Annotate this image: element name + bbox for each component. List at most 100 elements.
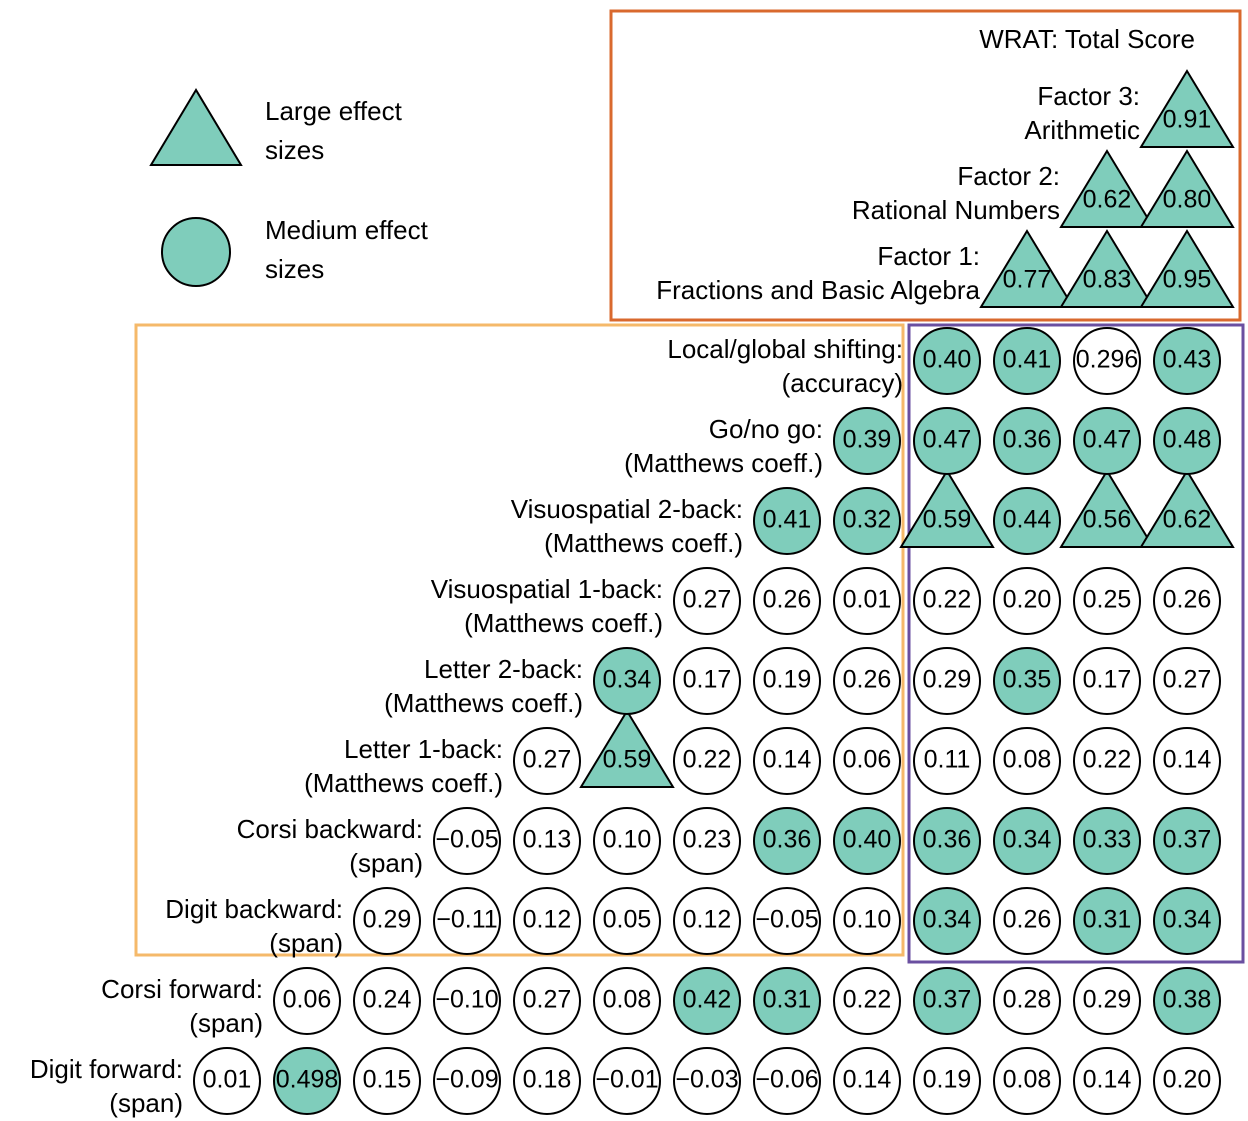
cell-value: 0.77 <box>1003 266 1052 294</box>
cell-value: 0.06 <box>843 746 892 774</box>
medium-effect-circle <box>1153 887 1221 955</box>
cell-value: 0.29 <box>363 906 412 934</box>
cell-circle <box>593 887 661 955</box>
cell-value: 0.12 <box>683 906 732 934</box>
medium-effect-circle <box>673 967 741 1035</box>
executive-box <box>134 323 905 957</box>
cell-value: 0.33 <box>1083 826 1132 854</box>
medium-effect-circle <box>1073 887 1141 955</box>
cell-circle <box>673 727 741 795</box>
cell-value: 0.34 <box>923 906 972 934</box>
cell-value: 0.19 <box>923 1066 972 1094</box>
cell-value: 0.14 <box>763 746 812 774</box>
legend-text: sizes <box>265 254 324 284</box>
cell-circle <box>833 1047 901 1115</box>
row-label: Digit backward: <box>165 894 343 924</box>
cell-circle <box>673 887 741 955</box>
cell-value: 0.17 <box>1083 666 1132 694</box>
cell-circle <box>673 567 741 635</box>
cell-value: 0.95 <box>1163 266 1212 294</box>
cell-circle <box>1073 967 1141 1035</box>
cell-value: 0.13 <box>523 826 572 854</box>
cell-circle <box>1153 1047 1221 1115</box>
large-effect-triangle <box>1139 229 1235 308</box>
cell-circle <box>753 727 821 795</box>
row-label: Arithmetic <box>1024 115 1140 145</box>
cell-value: 0.22 <box>683 746 732 774</box>
cell-circle <box>353 887 421 955</box>
cell-value: −0.01 <box>595 1066 658 1094</box>
legend-text: sizes <box>265 135 324 165</box>
cell-value: 0.27 <box>523 746 572 774</box>
cell-value: 0.56 <box>1083 506 1132 534</box>
medium-effect-circle <box>913 967 981 1035</box>
cell-value: 0.26 <box>1003 906 1052 934</box>
cell-circle <box>993 887 1061 955</box>
cell-value: 0.27 <box>523 986 572 1014</box>
large-effect-triangle <box>579 709 675 788</box>
cell-circle <box>433 967 501 1035</box>
cell-value: 0.12 <box>523 906 572 934</box>
cell-value: 0.36 <box>923 826 972 854</box>
row-label: Factor 2: <box>957 161 1060 191</box>
cell-value: −0.10 <box>435 986 498 1014</box>
math-box <box>609 9 1242 322</box>
large-effect-triangle <box>899 469 995 548</box>
cell-circle <box>1153 567 1221 635</box>
row-label: Factor 3: <box>1037 81 1140 111</box>
cell-circle <box>353 967 421 1035</box>
row-label: (Matthews coeff.) <box>384 688 583 718</box>
cell-circle <box>593 807 661 875</box>
cell-circle <box>1073 567 1141 635</box>
cell-value: 0.01 <box>843 586 892 614</box>
medium-effect-circle <box>833 487 901 555</box>
cell-value: 0.62 <box>1163 506 1212 534</box>
row-label: Letter 2-back: <box>424 654 583 684</box>
medium-effect-circle <box>993 407 1061 475</box>
row-label: Factor 1: <box>877 241 980 271</box>
cell-value: 0.25 <box>1083 586 1132 614</box>
large-effect-triangle <box>1059 149 1155 228</box>
cell-value: 0.15 <box>363 1066 412 1094</box>
cell-value: 0.19 <box>763 666 812 694</box>
medium-effect-circle <box>753 967 821 1035</box>
cell-value: 0.43 <box>1163 346 1212 374</box>
cell-value: 0.11 <box>924 746 971 774</box>
cell-value: 0.83 <box>1083 266 1132 294</box>
cell-value: 0.48 <box>1163 426 1212 454</box>
medium-effect-circle <box>833 407 901 475</box>
cell-circle <box>673 1047 741 1115</box>
cell-value: 0.38 <box>1163 986 1212 1014</box>
cell-value: 0.26 <box>763 586 812 614</box>
cell-value: 0.40 <box>843 826 892 854</box>
cell-value: 0.36 <box>1003 426 1052 454</box>
cell-value: −0.05 <box>435 826 498 854</box>
row-label: (span) <box>349 848 423 878</box>
cell-value: 0.41 <box>763 506 812 534</box>
cell-circle <box>993 567 1061 635</box>
medium-effect-circle <box>753 807 821 875</box>
cell-circle <box>673 647 741 715</box>
cell-value: 0.14 <box>1083 1066 1132 1094</box>
cell-circle <box>833 727 901 795</box>
cell-value: 0.32 <box>843 506 892 534</box>
cell-value: 0.39 <box>843 426 892 454</box>
row-label: Letter 1-back: <box>344 734 503 764</box>
cell-circle <box>993 967 1061 1035</box>
cell-value: 0.80 <box>1163 186 1212 214</box>
cell-value: 0.20 <box>1003 586 1052 614</box>
cell-value: 0.296 <box>1076 346 1139 374</box>
row-label: Digit forward: <box>30 1054 183 1084</box>
cell-circle <box>513 807 581 875</box>
medium-effect-circle <box>913 887 981 955</box>
row-label: Fractions and Basic Algebra <box>656 275 980 305</box>
row-label: (Matthews coeff.) <box>304 768 503 798</box>
medium-effect-circle <box>273 1047 341 1115</box>
legend-text: Medium effect <box>265 215 429 245</box>
cell-circle <box>833 887 901 955</box>
row-label: Local/global shifting: <box>667 334 903 364</box>
medium-effect-circle <box>993 487 1061 555</box>
medium-effect-circle <box>1073 407 1141 475</box>
large-effect-triangle <box>979 229 1075 308</box>
cell-value: 0.47 <box>923 426 972 454</box>
